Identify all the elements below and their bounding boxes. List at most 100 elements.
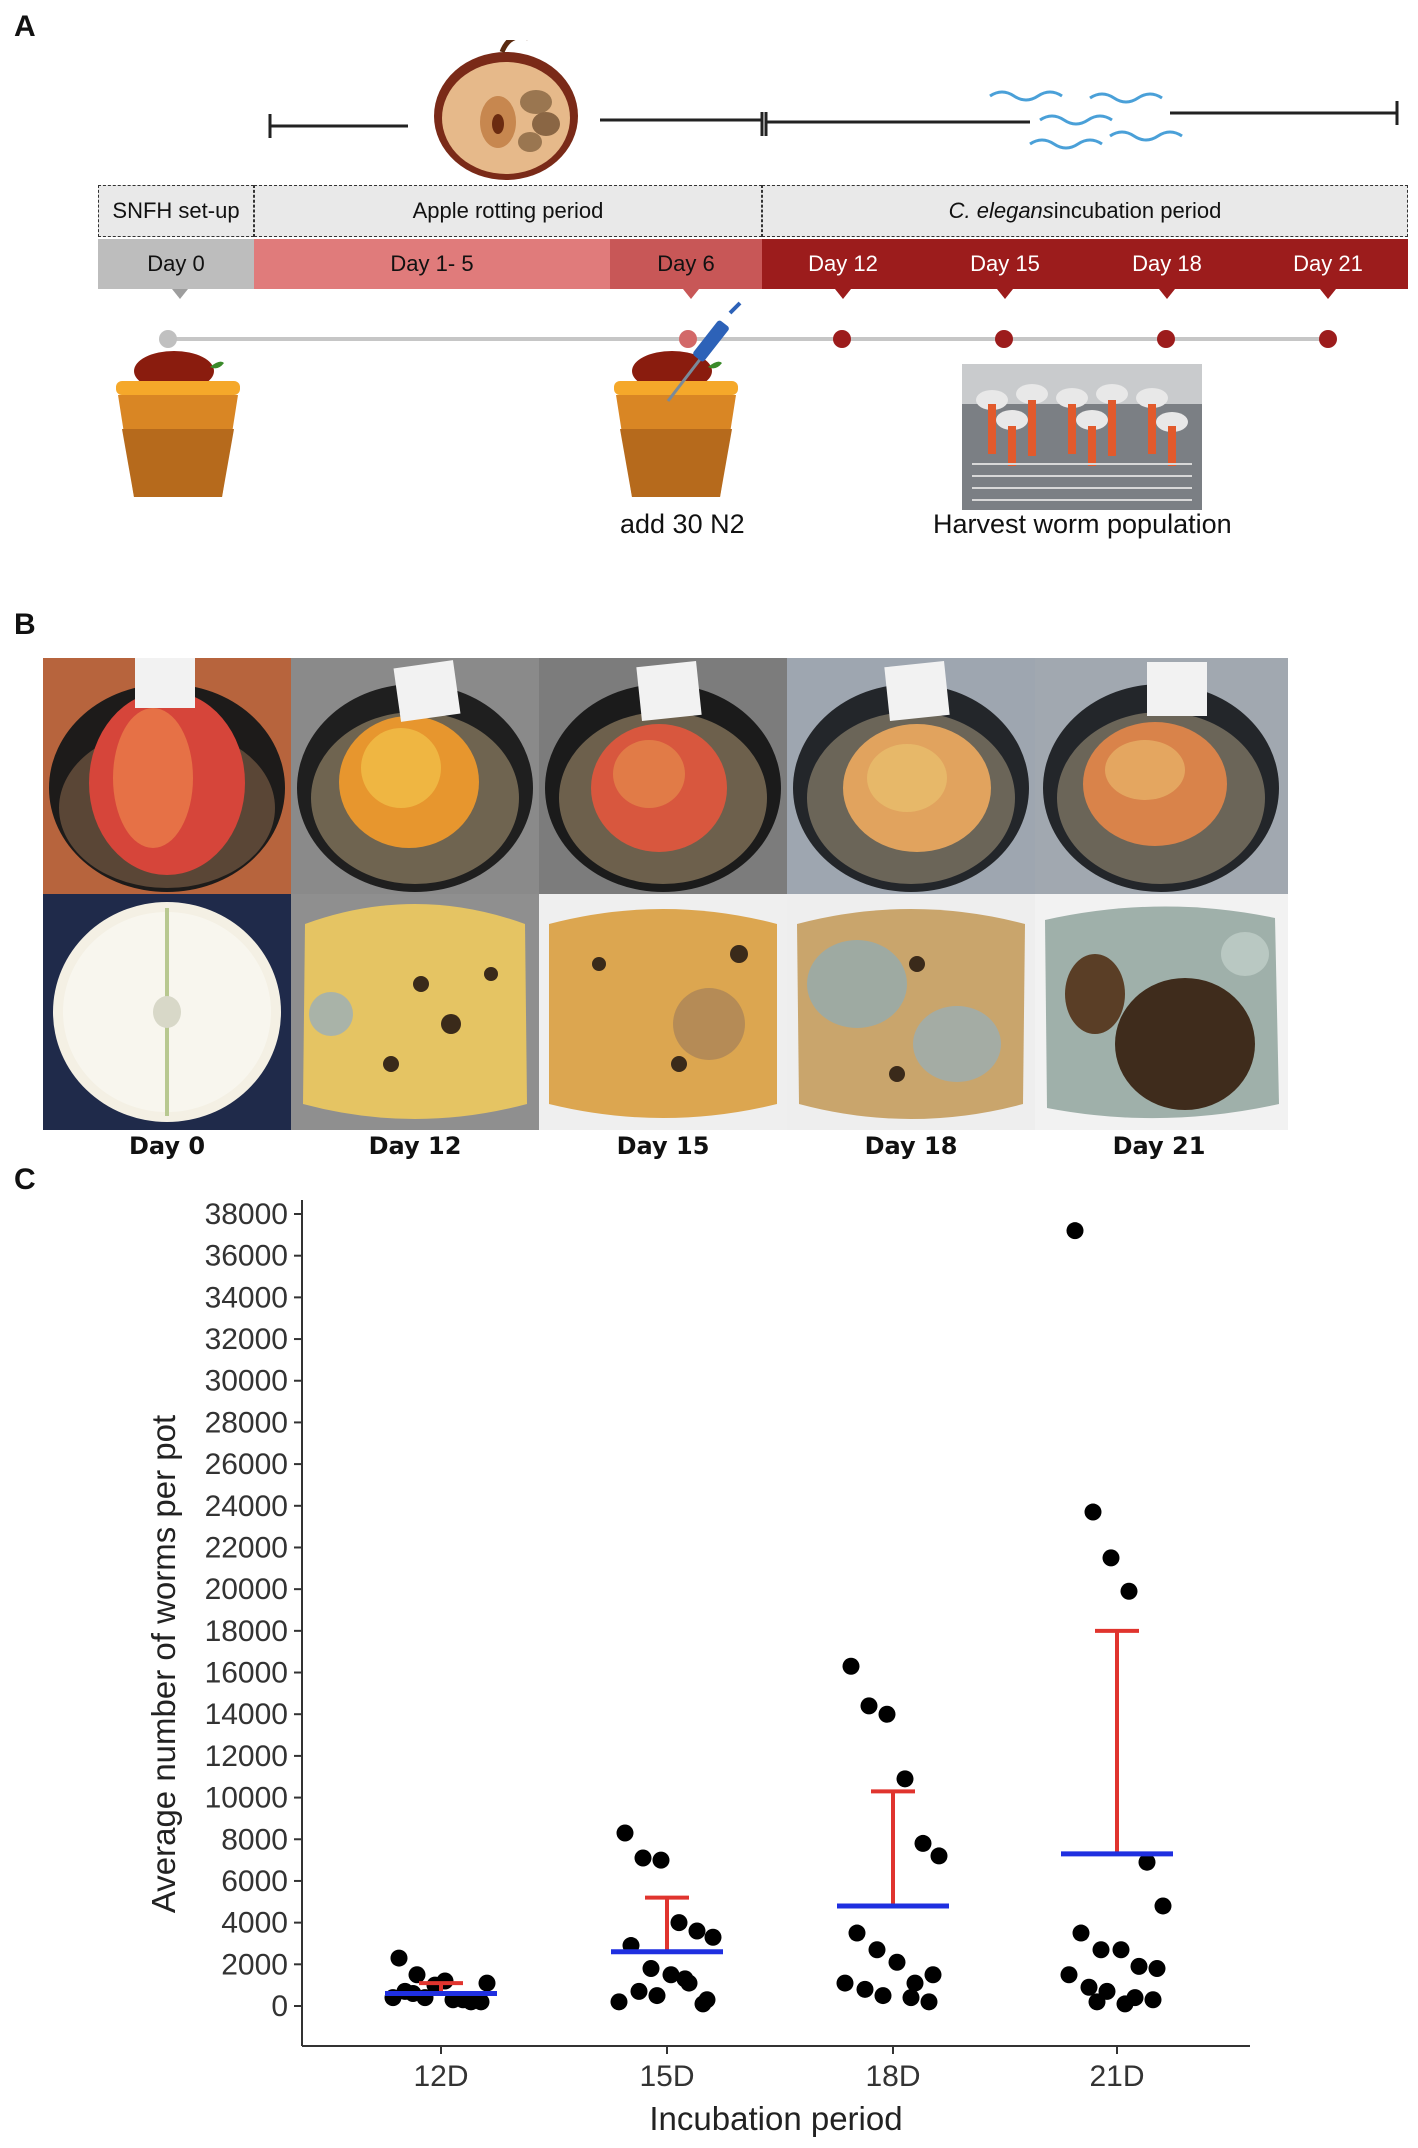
data-point [874,1987,892,2005]
cut-apple-photo-day-18 [787,894,1035,1130]
data-point [662,1966,680,1984]
y-tick-label: 2000 [221,1948,288,1981]
worm-icon [989,90,1183,150]
day-18-cell: Day 18 [1086,239,1249,289]
day-6-cell: Day 6 [610,239,762,289]
data-point [478,1974,496,1992]
pot-photo-day-15 [539,658,787,894]
y-tick-label: 0 [271,1990,288,2023]
data-point [472,1993,490,2011]
timeline-track [116,289,1337,497]
data-point [836,1974,854,1992]
rotten-apple-icon [434,40,578,180]
y-tick-label: 36000 [205,1240,288,1273]
y-tick-label: 26000 [205,1448,288,1481]
day-0-cell: Day 0 [98,239,254,289]
y-tick-label: 12000 [205,1740,288,1773]
data-point [1112,1941,1130,1959]
apple-photo-grid [43,658,1288,1130]
data-points [384,1222,1172,2013]
phase-snfh-setup: SNFH set-up [98,185,254,237]
pot-with-apple-icon [614,351,738,497]
data-point [1060,1966,1078,1984]
data-point [648,1987,666,2005]
timeline-dot [1157,330,1175,348]
panel-b-label: B [14,608,36,641]
data-point [694,1995,712,2013]
day-label: Day 6 [657,251,715,276]
y-tick-label: 28000 [205,1406,288,1439]
timeline-dot [995,330,1013,348]
data-point [1092,1941,1110,1959]
timeline-dot [159,330,177,348]
data-point [860,1697,878,1715]
data-point [1144,1991,1162,2009]
worm-count-chart: 0 2000 4000 6000 8000 10000 12000 14000 16000 180… [145,1198,1250,2137]
day-label: Day 15 [970,251,1040,276]
phase-label: Apple rotting period [412,198,604,223]
data-point [1072,1924,1090,1942]
y-axis: 0 2000 4000 6000 8000 10000 12000 14000 16000 180… [205,1198,303,2046]
y-tick-label: 20000 [205,1573,288,1606]
data-point [642,1959,660,1977]
y-tick-label: 8000 [221,1823,288,1856]
y-tick-label: 34000 [205,1281,288,1314]
phase-label-italic: C. elegans [948,198,1054,223]
pot-photo-day-0 [43,658,291,894]
day-15-cell: Day 15 [924,239,1087,289]
data-point [920,1993,938,2011]
day-1-5-cell: Day 1- 5 [254,239,610,289]
data-point [1130,1957,1148,1975]
data-point [1120,1582,1138,1600]
phase-label: incubation period [1053,198,1222,223]
data-point [390,1949,408,1967]
data-point [924,1966,942,1984]
day-label: Day 18 [1132,251,1202,276]
data-point [610,1993,628,2011]
x-tick-label: 15D [639,2060,694,2093]
data-point [906,1974,924,1992]
y-tick-label: 10000 [205,1782,288,1815]
summary-bars [385,1628,1173,1996]
pot-photo-day-12 [291,658,539,894]
pot-photo-day-18 [787,658,1035,894]
day-label: Day 0 [147,251,205,276]
data-point [896,1770,914,1788]
timeline-dot [1319,330,1337,348]
cut-apple-photo-day-21 [1035,894,1288,1130]
pot-photo-day-21 [1035,658,1288,894]
y-axis-label: Average number of worms per pot [145,1415,182,1913]
y-tick-label: 24000 [205,1490,288,1523]
data-point [888,1953,906,1971]
data-point [408,1966,426,1984]
cut-apple-photo-day-15 [539,894,787,1130]
data-point [930,1847,948,1865]
panel-a-label: A [14,10,36,43]
phase-incubation: C. elegans incubation period [762,185,1408,237]
data-point [842,1657,860,1675]
phase-label: SNFH set-up [112,198,240,223]
cut-apple-photo-day-12 [291,894,539,1130]
data-point [848,1924,866,1942]
day-label: Day 12 [808,251,878,276]
timeline-dot [833,330,851,348]
y-tick-label: 32000 [205,1323,288,1356]
data-point [856,1980,874,1998]
x-tick-label: 21D [1089,2060,1144,2093]
x-tick-label: 12D [413,2060,468,2093]
data-point [630,1982,648,2000]
data-point [1102,1549,1120,1567]
day-12-cell: Day 12 [762,239,925,289]
data-point [634,1849,652,1867]
photo-day-label: Day 21 [1112,1132,1206,1160]
data-point [1088,1993,1106,2011]
harvest-rack-photo [962,364,1202,510]
data-point [688,1922,706,1940]
x-tick-label: 18D [865,2060,920,2093]
data-point [868,1941,886,1959]
data-point [1084,1503,1102,1521]
y-tick-label: 4000 [221,1907,288,1940]
y-tick-label: 38000 [205,1198,288,1231]
data-point [878,1705,896,1723]
y-tick-label: 14000 [205,1698,288,1731]
